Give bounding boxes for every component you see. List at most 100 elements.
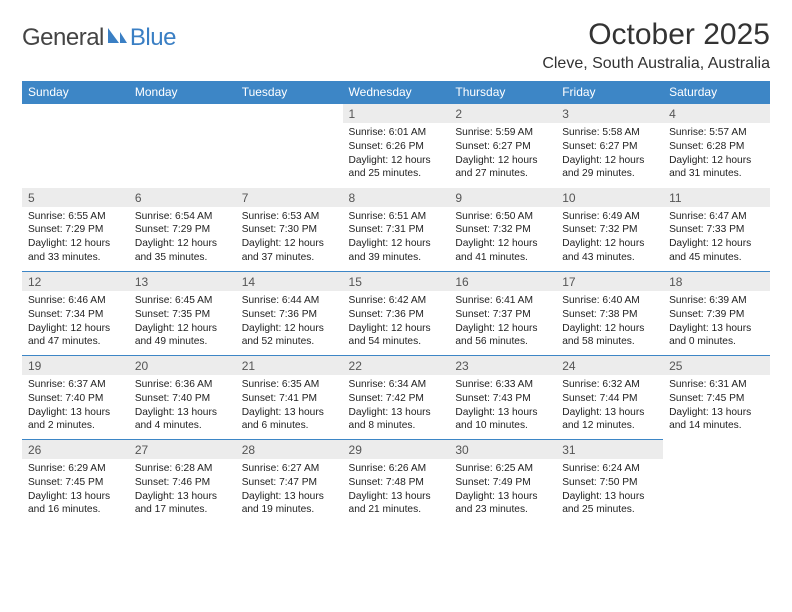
month-title: October 2025: [542, 18, 770, 52]
calendar-body: 1Sunrise: 6:01 AMSunset: 6:26 PMDaylight…: [22, 104, 770, 524]
sunrise-line: Sunrise: 6:51 AM: [349, 210, 444, 224]
calendar-cell: 21Sunrise: 6:35 AMSunset: 7:41 PMDayligh…: [236, 356, 343, 440]
daylight-line: Daylight: 13 hours and 4 minutes.: [135, 406, 230, 434]
sunrise-line: Sunrise: 6:42 AM: [349, 294, 444, 308]
sunset-line: Sunset: 7:40 PM: [135, 392, 230, 406]
logo-text-blue: Blue: [130, 24, 176, 52]
daylight-line: Daylight: 13 hours and 14 minutes.: [669, 406, 764, 434]
day-number: 25: [663, 356, 770, 375]
day-details: Sunrise: 6:46 AMSunset: 7:34 PMDaylight:…: [22, 291, 129, 353]
day-details: Sunrise: 6:33 AMSunset: 7:43 PMDaylight:…: [449, 375, 556, 437]
calendar-cell: 1Sunrise: 6:01 AMSunset: 6:26 PMDaylight…: [343, 104, 450, 188]
sunrise-line: Sunrise: 6:53 AM: [242, 210, 337, 224]
daylight-line: Daylight: 12 hours and 58 minutes.: [562, 322, 657, 350]
day-number: 26: [22, 440, 129, 459]
sunset-line: Sunset: 7:29 PM: [28, 223, 123, 237]
sunset-line: Sunset: 7:45 PM: [669, 392, 764, 406]
calendar-row: 12Sunrise: 6:46 AMSunset: 7:34 PMDayligh…: [22, 272, 770, 356]
sunrise-line: Sunrise: 6:35 AM: [242, 378, 337, 392]
sunset-line: Sunset: 7:32 PM: [562, 223, 657, 237]
sunrise-line: Sunrise: 6:32 AM: [562, 378, 657, 392]
day-number: 29: [343, 440, 450, 459]
weekday-header: Thursday: [449, 81, 556, 104]
weekday-header: Friday: [556, 81, 663, 104]
daylight-line: Daylight: 13 hours and 6 minutes.: [242, 406, 337, 434]
day-details: Sunrise: 6:26 AMSunset: 7:48 PMDaylight:…: [343, 459, 450, 521]
day-details: Sunrise: 6:49 AMSunset: 7:32 PMDaylight:…: [556, 207, 663, 269]
sunset-line: Sunset: 7:30 PM: [242, 223, 337, 237]
sunrise-line: Sunrise: 6:54 AM: [135, 210, 230, 224]
sunset-line: Sunset: 7:43 PM: [455, 392, 550, 406]
brand-logo: General Blue: [22, 24, 176, 52]
calendar-cell: 25Sunrise: 6:31 AMSunset: 7:45 PMDayligh…: [663, 356, 770, 440]
daylight-line: Daylight: 13 hours and 2 minutes.: [28, 406, 123, 434]
calendar-cell: 7Sunrise: 6:53 AMSunset: 7:30 PMDaylight…: [236, 188, 343, 272]
daylight-line: Daylight: 12 hours and 33 minutes.: [28, 237, 123, 265]
calendar-cell: 8Sunrise: 6:51 AMSunset: 7:31 PMDaylight…: [343, 188, 450, 272]
day-details: Sunrise: 6:25 AMSunset: 7:49 PMDaylight:…: [449, 459, 556, 521]
calendar-cell: 30Sunrise: 6:25 AMSunset: 7:49 PMDayligh…: [449, 440, 556, 524]
day-details: Sunrise: 6:40 AMSunset: 7:38 PMDaylight:…: [556, 291, 663, 353]
day-number: 8: [343, 188, 450, 207]
daylight-line: Daylight: 13 hours and 23 minutes.: [455, 490, 550, 518]
location-text: Cleve, South Australia, Australia: [542, 55, 770, 73]
header: General Blue October 2025 Cleve, South A…: [22, 18, 770, 73]
day-details: Sunrise: 6:54 AMSunset: 7:29 PMDaylight:…: [129, 207, 236, 269]
day-details: Sunrise: 6:24 AMSunset: 7:50 PMDaylight:…: [556, 459, 663, 521]
calendar-cell: 31Sunrise: 6:24 AMSunset: 7:50 PMDayligh…: [556, 440, 663, 524]
sunrise-line: Sunrise: 6:26 AM: [349, 462, 444, 476]
sunset-line: Sunset: 7:38 PM: [562, 308, 657, 322]
daylight-line: Daylight: 13 hours and 19 minutes.: [242, 490, 337, 518]
daylight-line: Daylight: 12 hours and 25 minutes.: [349, 154, 444, 182]
sunset-line: Sunset: 7:48 PM: [349, 476, 444, 490]
calendar-cell: 27Sunrise: 6:28 AMSunset: 7:46 PMDayligh…: [129, 440, 236, 524]
calendar-cell-empty: [236, 104, 343, 188]
daylight-line: Daylight: 13 hours and 12 minutes.: [562, 406, 657, 434]
sunset-line: Sunset: 7:36 PM: [349, 308, 444, 322]
day-details: Sunrise: 6:34 AMSunset: 7:42 PMDaylight:…: [343, 375, 450, 437]
calendar-cell: 6Sunrise: 6:54 AMSunset: 7:29 PMDaylight…: [129, 188, 236, 272]
sunrise-line: Sunrise: 6:01 AM: [349, 126, 444, 140]
sunrise-line: Sunrise: 6:50 AM: [455, 210, 550, 224]
day-details: Sunrise: 6:31 AMSunset: 7:45 PMDaylight:…: [663, 375, 770, 437]
sunrise-line: Sunrise: 6:40 AM: [562, 294, 657, 308]
calendar-cell: 17Sunrise: 6:40 AMSunset: 7:38 PMDayligh…: [556, 272, 663, 356]
day-number: 31: [556, 440, 663, 459]
day-details: Sunrise: 6:50 AMSunset: 7:32 PMDaylight:…: [449, 207, 556, 269]
day-number: 2: [449, 104, 556, 123]
sunset-line: Sunset: 7:49 PM: [455, 476, 550, 490]
sunset-line: Sunset: 6:27 PM: [562, 140, 657, 154]
calendar-cell: 18Sunrise: 6:39 AMSunset: 7:39 PMDayligh…: [663, 272, 770, 356]
title-block: October 2025 Cleve, South Australia, Aus…: [542, 18, 770, 73]
sunset-line: Sunset: 6:28 PM: [669, 140, 764, 154]
daylight-line: Daylight: 12 hours and 37 minutes.: [242, 237, 337, 265]
daylight-line: Daylight: 13 hours and 8 minutes.: [349, 406, 444, 434]
day-number: 14: [236, 272, 343, 291]
sunrise-line: Sunrise: 6:49 AM: [562, 210, 657, 224]
calendar-cell: 10Sunrise: 6:49 AMSunset: 7:32 PMDayligh…: [556, 188, 663, 272]
calendar-cell: 9Sunrise: 6:50 AMSunset: 7:32 PMDaylight…: [449, 188, 556, 272]
day-number: 9: [449, 188, 556, 207]
calendar-row: 5Sunrise: 6:55 AMSunset: 7:29 PMDaylight…: [22, 188, 770, 272]
calendar-cell: 12Sunrise: 6:46 AMSunset: 7:34 PMDayligh…: [22, 272, 129, 356]
day-details: Sunrise: 6:55 AMSunset: 7:29 PMDaylight:…: [22, 207, 129, 269]
daylight-line: Daylight: 12 hours and 29 minutes.: [562, 154, 657, 182]
sunrise-line: Sunrise: 6:24 AM: [562, 462, 657, 476]
calendar-cell-empty: [663, 440, 770, 524]
sunrise-line: Sunrise: 6:47 AM: [669, 210, 764, 224]
day-details: Sunrise: 6:35 AMSunset: 7:41 PMDaylight:…: [236, 375, 343, 437]
day-number: 13: [129, 272, 236, 291]
daylight-line: Daylight: 12 hours and 47 minutes.: [28, 322, 123, 350]
calendar-cell: 2Sunrise: 5:59 AMSunset: 6:27 PMDaylight…: [449, 104, 556, 188]
weekday-header: Monday: [129, 81, 236, 104]
calendar-cell: 16Sunrise: 6:41 AMSunset: 7:37 PMDayligh…: [449, 272, 556, 356]
daylight-line: Daylight: 13 hours and 10 minutes.: [455, 406, 550, 434]
calendar-cell: 3Sunrise: 5:58 AMSunset: 6:27 PMDaylight…: [556, 104, 663, 188]
calendar-cell: 20Sunrise: 6:36 AMSunset: 7:40 PMDayligh…: [129, 356, 236, 440]
sunset-line: Sunset: 7:36 PM: [242, 308, 337, 322]
sunrise-line: Sunrise: 6:44 AM: [242, 294, 337, 308]
calendar-cell: 5Sunrise: 6:55 AMSunset: 7:29 PMDaylight…: [22, 188, 129, 272]
calendar-cell: 26Sunrise: 6:29 AMSunset: 7:45 PMDayligh…: [22, 440, 129, 524]
calendar-table: SundayMondayTuesdayWednesdayThursdayFrid…: [22, 81, 770, 524]
sunrise-line: Sunrise: 6:33 AM: [455, 378, 550, 392]
